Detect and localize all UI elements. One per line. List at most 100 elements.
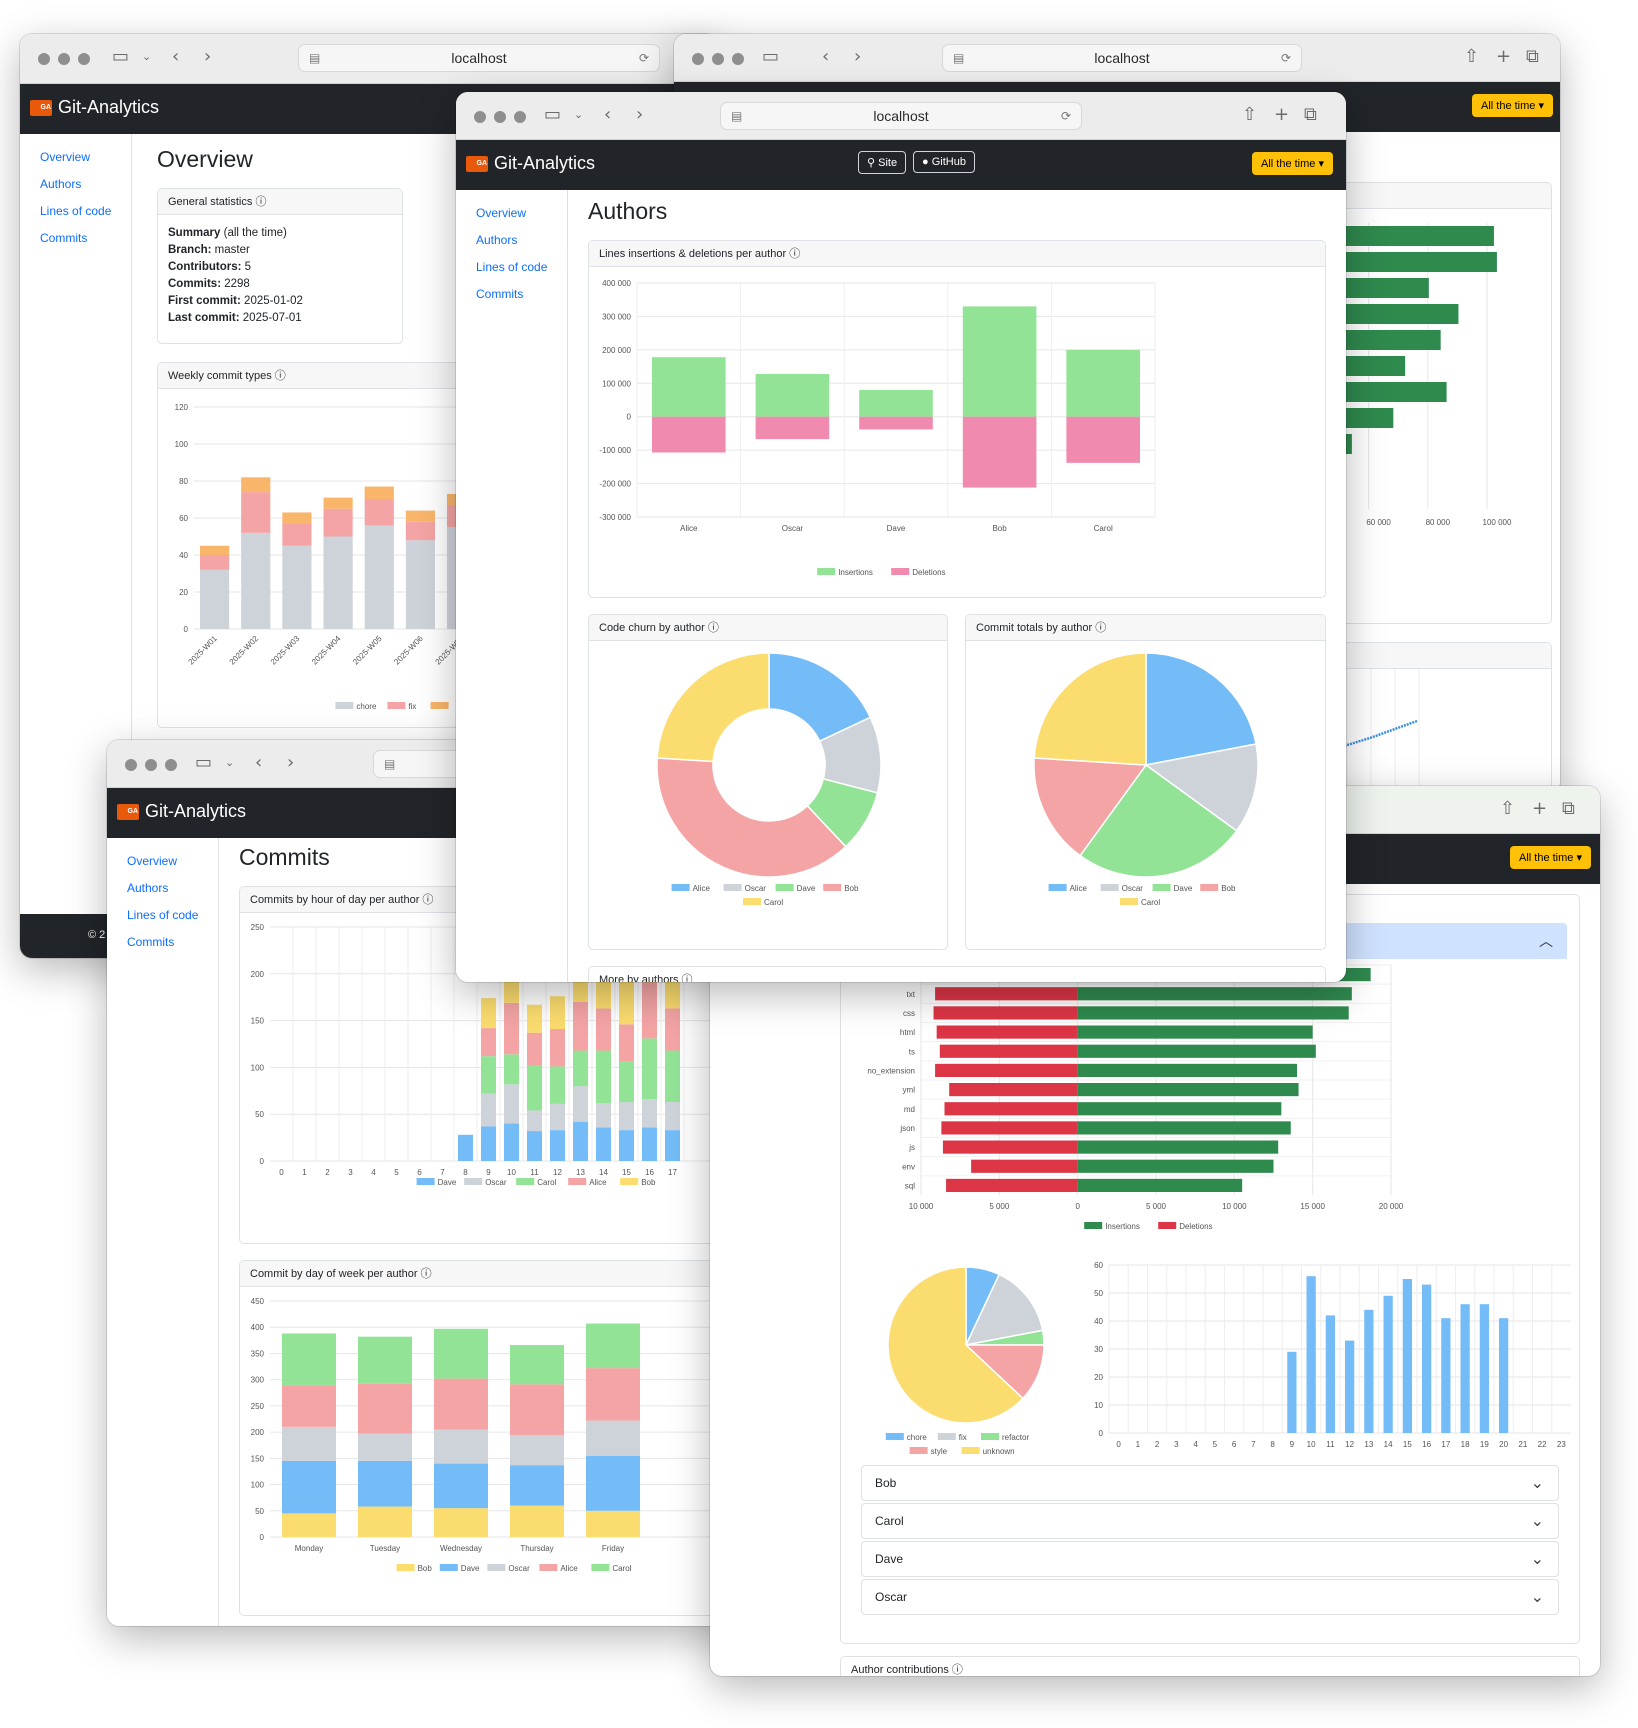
share-icon[interactable]: ⇧	[1500, 798, 1516, 819]
deletions-bar	[1066, 416, 1140, 463]
deletions-bar	[971, 1159, 1078, 1173]
close-dot[interactable]	[38, 53, 50, 65]
sidebar-toggle-icon[interactable]: ▭	[762, 46, 780, 67]
bar-segment	[282, 512, 312, 524]
brand[interactable]: GA Git-Analytics	[466, 153, 595, 174]
y-tick-label: 20	[1094, 1373, 1103, 1382]
y-tick-label: 100	[175, 440, 189, 449]
new-tab-icon[interactable]: +	[1496, 46, 1512, 67]
close-dot[interactable]	[474, 111, 486, 123]
info-icon[interactable]: ⓘ	[255, 196, 267, 208]
chevron-down-icon[interactable]: ⌄	[1530, 1587, 1544, 1606]
nav-overview[interactable]: Overview	[127, 854, 178, 868]
accordion-item-bob[interactable]: Bob ⌄	[861, 1465, 1559, 1501]
y-tick-label: 300	[251, 1376, 265, 1385]
info-icon[interactable]: ⓘ	[1095, 622, 1107, 634]
chevron-down-icon[interactable]: ⌄	[1530, 1549, 1544, 1568]
nav-lines-of-code[interactable]: Lines of code	[127, 908, 199, 922]
zoom-dot[interactable]	[514, 111, 526, 123]
zoom-dot[interactable]	[732, 53, 744, 65]
sidebar-toggle-icon[interactable]: ▭	[195, 752, 213, 773]
y-tick-label: css	[903, 1009, 915, 1018]
x-tick-label: 23	[1557, 1440, 1566, 1449]
chevron-up-icon[interactable]: ︿	[1539, 934, 1553, 950]
x-tick-label: Bob	[992, 524, 1007, 533]
back-icon[interactable]: ‹	[255, 752, 263, 773]
nav-commits[interactable]: Commits	[40, 231, 88, 245]
forward-icon[interactable]: ›	[287, 752, 295, 773]
nav-lines-of-code[interactable]: Lines of code	[476, 260, 548, 274]
tabs-icon[interactable]: ⧉	[1562, 798, 1575, 819]
new-tab-icon[interactable]: +	[1532, 798, 1548, 819]
github-button[interactable]: ● GitHub	[913, 151, 975, 173]
brand[interactable]: GA Git-Analytics	[117, 801, 246, 822]
info-icon[interactable]: ⓘ	[951, 1664, 963, 1676]
nav-commits[interactable]: Commits	[476, 287, 524, 301]
share-icon[interactable]: ⇧	[1242, 104, 1258, 125]
nav-commits[interactable]: Commits	[127, 935, 175, 949]
forward-icon[interactable]: ›	[204, 46, 212, 67]
nav-authors[interactable]: Authors	[127, 881, 169, 895]
close-dot[interactable]	[692, 53, 704, 65]
info-icon[interactable]: ⓘ	[274, 370, 286, 382]
sidebar-toggle-icon[interactable]: ▭	[544, 104, 562, 125]
minimize-dot[interactable]	[145, 759, 157, 771]
y-tick-label: 400 000	[602, 279, 631, 288]
chevron-down-icon[interactable]: ⌄	[574, 108, 584, 121]
minimize-dot[interactable]	[494, 111, 506, 123]
nav-overview[interactable]: Overview	[40, 150, 91, 164]
accordion-item-carol[interactable]: Carol ⌄	[861, 1503, 1559, 1539]
forward-icon[interactable]: ›	[636, 104, 644, 125]
insertions-bar	[1077, 1044, 1316, 1058]
info-icon[interactable]: ⓘ	[789, 248, 801, 260]
tabs-icon[interactable]: ⧉	[1304, 104, 1317, 125]
sidebar-toggle-icon[interactable]: ▭	[112, 46, 130, 67]
chevron-down-icon[interactable]: ⌄	[225, 756, 235, 769]
chevron-down-icon[interactable]: ⌄	[1530, 1473, 1544, 1492]
back-icon[interactable]: ‹	[604, 104, 612, 125]
back-icon[interactable]: ‹	[172, 46, 180, 67]
back-icon[interactable]: ‹	[822, 46, 830, 67]
translate-icon[interactable]: ⟳	[1060, 109, 1071, 123]
nav-authors[interactable]: Authors	[476, 233, 518, 247]
zoom-dot[interactable]	[78, 53, 90, 65]
share-icon[interactable]: ⇧	[1464, 46, 1480, 67]
y-tick-label: -200 000	[599, 480, 631, 489]
time-range-button[interactable]: All the time ▾	[1252, 152, 1333, 175]
nav-overview[interactable]: Overview	[476, 206, 527, 220]
accordion-item-dave[interactable]: Dave ⌄	[861, 1541, 1559, 1577]
minimize-dot[interactable]	[58, 53, 70, 65]
forward-icon[interactable]: ›	[854, 46, 862, 67]
nav-authors[interactable]: Authors	[40, 177, 82, 191]
address-bar[interactable]: ▤ localhost ⟳	[720, 102, 1082, 130]
translate-icon[interactable]: ⟳	[1280, 51, 1291, 65]
zoom-dot[interactable]	[165, 759, 177, 771]
time-range-button[interactable]: All the time ▾	[1510, 846, 1591, 869]
minimize-dot[interactable]	[712, 53, 724, 65]
legend-label: Insertions	[838, 568, 873, 577]
y-tick-label: 400	[251, 1323, 265, 1332]
bar-segment	[619, 972, 634, 1025]
time-range-button[interactable]: All the time ▾	[1472, 94, 1553, 117]
insertions-bar	[859, 389, 933, 417]
chevron-down-icon[interactable]: ⌄	[1530, 1511, 1544, 1530]
page-icon: ▤	[953, 51, 965, 65]
brand[interactable]: GA Git-Analytics	[30, 97, 159, 118]
address-bar[interactable]: ▤ localhost ⟳	[298, 44, 660, 72]
chevron-down-icon[interactable]: ⌄	[142, 50, 152, 63]
accordion-item-oscar[interactable]: Oscar ⌄	[861, 1579, 1559, 1615]
info-icon[interactable]: ⓘ	[707, 622, 719, 634]
close-dot[interactable]	[125, 759, 137, 771]
info-icon[interactable]: ⓘ	[681, 974, 693, 982]
tabs-icon[interactable]: ⧉	[1526, 46, 1539, 67]
legend-swatch	[568, 1178, 587, 1185]
address-bar[interactable]: ▤ localhost ⟳	[942, 44, 1302, 72]
info-icon[interactable]: ⓘ	[422, 894, 434, 906]
info-icon[interactable]: ⓘ	[420, 1268, 432, 1280]
legend-swatch	[1100, 884, 1119, 891]
new-tab-icon[interactable]: +	[1274, 104, 1290, 125]
nav-lines-of-code[interactable]: Lines of code	[40, 204, 112, 218]
page-icon: ▤	[309, 51, 321, 65]
translate-icon[interactable]: ⟳	[638, 51, 649, 65]
site-button[interactable]: ⚲ Site	[858, 151, 907, 174]
